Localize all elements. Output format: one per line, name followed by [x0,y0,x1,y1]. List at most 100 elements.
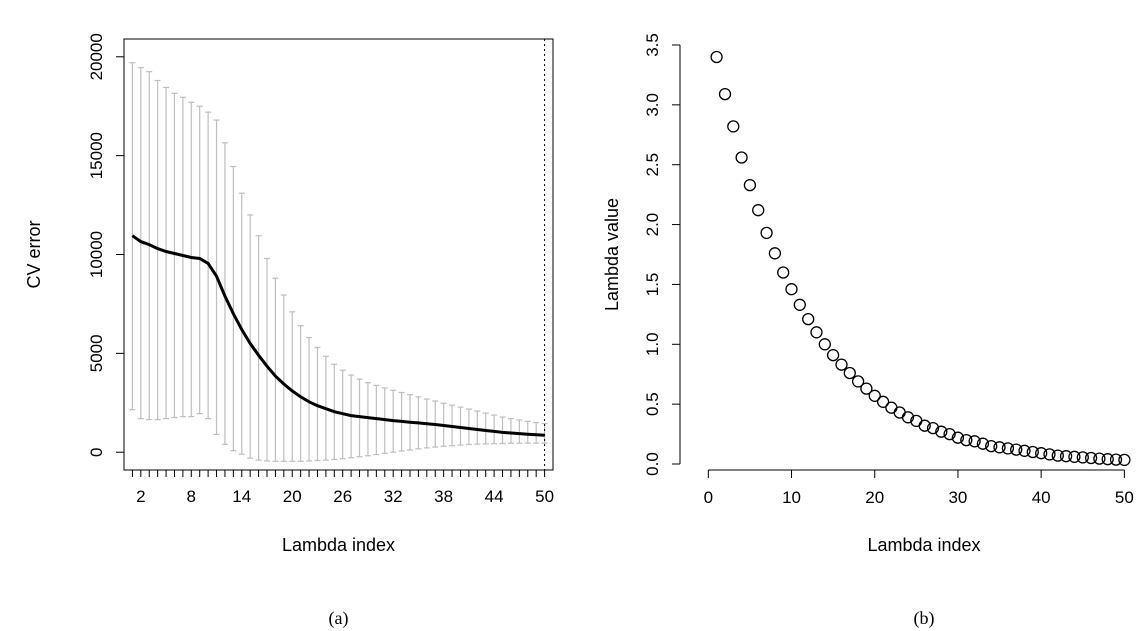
error-bar [280,294,287,462]
error-bar [482,412,489,445]
data-point [851,375,865,388]
error-bar [297,325,304,462]
data-point [868,389,881,402]
error-bar [465,408,472,446]
data-point [1093,452,1106,465]
error-bar [188,101,195,418]
data-point [785,283,798,296]
y-tick-label: 0.0 [643,452,662,476]
data-point [985,439,998,453]
error-bar [230,165,237,452]
x-tick-label: 30 [948,488,967,507]
data-point [926,421,940,435]
data-point [826,348,840,362]
panel-a-error-bars [129,62,548,462]
panel-a-x-axis: 2 8 14 20 26 32 38 44 50 [131,470,554,506]
error-bar [507,417,514,444]
data-point [835,358,848,371]
data-point [893,406,906,419]
data-point [1026,445,1039,459]
error-bar [491,414,498,445]
data-point [1051,449,1064,462]
data-point [735,151,748,164]
x-tick-label: 14 [232,487,251,506]
error-bar [171,92,178,419]
y-tick-label: 0.5 [643,392,662,416]
data-point [1068,450,1081,463]
y-tick-label: 3.5 [643,33,662,57]
panel-a-caption: (a) [329,608,349,629]
error-bar [516,419,523,444]
data-point [710,50,723,64]
x-tick-label: 26 [333,487,352,506]
y-tick-label: 3.0 [643,93,662,117]
panel-b-y-axis: 0.0 0.5 1.0 1.5 2.0 2.5 3.0 3.5 [643,33,681,476]
y-tick-label: 15000 [87,132,106,179]
y-tick-label: 2.0 [643,213,662,237]
data-point [802,312,815,326]
data-point [752,204,765,217]
error-bar [272,277,279,462]
panel-b-y-axis-title: Lambda value [602,198,622,311]
x-tick-label: 50 [535,487,554,506]
data-point [1010,443,1023,456]
x-tick-label: 44 [485,487,504,506]
error-bar [314,346,321,462]
data-point [951,431,965,444]
data-point [793,298,806,311]
data-point [760,226,773,240]
y-tick-label: 20000 [87,33,106,80]
x-tick-label: 50 [1115,488,1134,507]
panel-a-cv-error-line [131,234,545,437]
data-point [1084,451,1098,465]
error-bar [247,214,254,459]
x-tick-label: 32 [384,487,403,506]
x-tick-label: 38 [434,487,453,506]
y-tick-label: 1.5 [643,273,662,297]
data-point [885,401,898,414]
data-point [876,395,890,408]
panel-a-y-axis-title: CV error [24,220,44,288]
y-tick-label: 10000 [87,231,106,278]
data-point [1018,444,1031,457]
data-point [1035,447,1048,460]
error-bar [289,311,296,462]
x-tick-label: 20 [865,488,884,507]
panel-b-x-axis: 0 10 20 30 40 50 [704,469,1134,507]
x-tick-label: 2 [136,487,145,506]
panel-b-x-axis-title: Lambda index [867,535,980,555]
data-point [718,87,732,101]
data-point [818,338,831,351]
error-bar [474,410,481,445]
panel-a-plot-frame [123,38,554,471]
data-point [935,425,948,438]
data-point [777,266,790,279]
data-point [860,382,873,395]
data-point [1101,453,1114,466]
error-bar [524,420,531,444]
y-tick-label: 0 [87,447,106,456]
panel-b-caption: (b) [914,608,935,629]
error-bar [255,235,262,461]
data-point [810,326,823,339]
x-tick-label: 40 [1032,488,1051,507]
panel-b-lambda-values: 0 10 20 30 40 50 0.0 0.5 1.0 1.5 2.0 2.5 3.0 3.5 Lam… [602,33,1134,629]
data-point [1001,442,1015,455]
error-bar [264,257,270,462]
data-point [960,433,973,447]
data-point [918,419,931,432]
x-tick-label: 8 [187,487,196,506]
error-bar [306,336,313,462]
panel-a-x-axis-title: Lambda index [282,535,395,555]
data-point [968,435,981,448]
data-point [1118,453,1131,467]
x-tick-label: 10 [782,488,801,507]
panel-b-points [710,50,1131,467]
data-point [843,366,856,380]
data-point [1076,451,1089,464]
x-tick-label: 0 [704,488,713,507]
x-tick-label: 20 [283,487,302,506]
data-point [768,247,782,260]
data-point [1109,453,1123,466]
panel-a-y-axis: 0 5000 10000 15000 20000 [87,33,124,457]
